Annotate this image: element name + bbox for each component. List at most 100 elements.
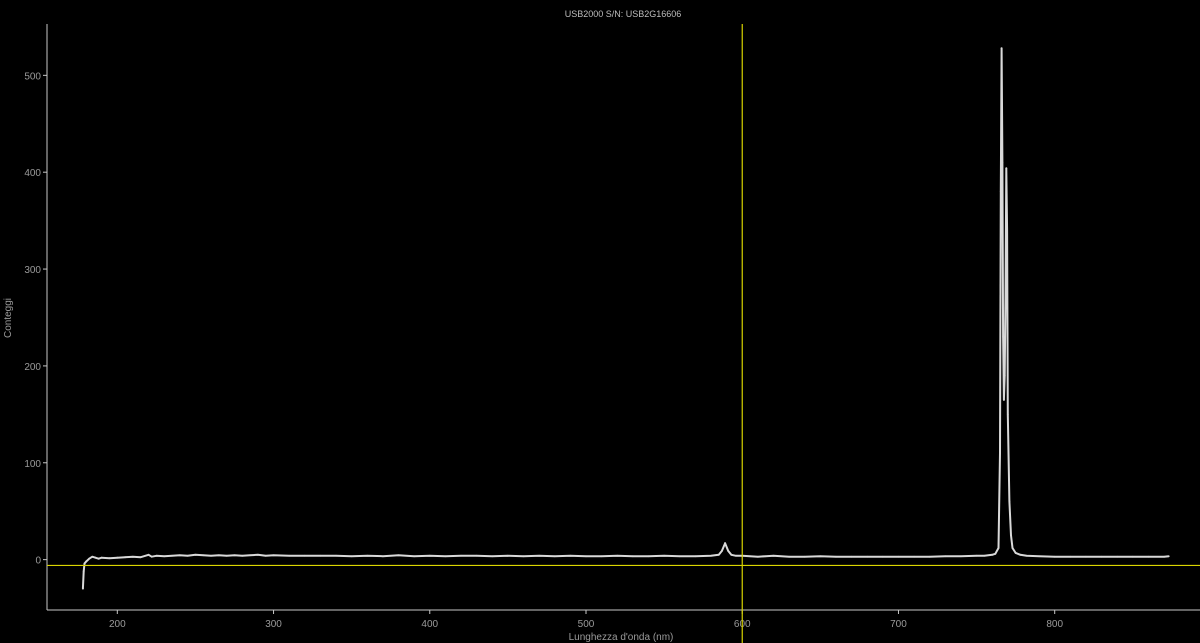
cursor-crosshair[interactable]	[47, 24, 1200, 643]
data-point	[217, 554, 220, 557]
data-point	[382, 555, 384, 558]
data-point	[850, 555, 853, 558]
data-point	[928, 555, 931, 558]
data-point	[724, 542, 726, 545]
data-point	[491, 555, 494, 558]
data-point	[960, 555, 962, 558]
data-point	[155, 554, 158, 557]
data-point	[100, 556, 103, 559]
data-point	[569, 554, 572, 557]
data-point	[1053, 555, 1056, 558]
data-point	[1011, 547, 1014, 549]
data-point	[132, 555, 134, 558]
data-point	[335, 554, 337, 557]
data-point	[241, 554, 244, 557]
x-tick-label: 300	[265, 619, 282, 630]
data-point	[82, 570, 85, 573]
data-point	[1001, 161, 1004, 164]
data-point	[194, 553, 197, 556]
series-layer	[81, 47, 1170, 590]
data-point	[522, 555, 525, 558]
data-point	[730, 553, 733, 556]
y-tick-label: 500	[24, 71, 41, 82]
data-point	[803, 555, 806, 558]
data-point	[764, 555, 767, 558]
data-point	[1000, 47, 1003, 50]
data-point	[749, 555, 751, 558]
data-point	[983, 554, 986, 557]
data-point	[694, 555, 697, 558]
data-point	[585, 555, 587, 558]
data-point	[647, 555, 650, 558]
data-point	[1019, 553, 1022, 556]
data-point	[1167, 555, 1170, 558]
x-tick-label: 700	[890, 619, 907, 630]
data-point	[85, 560, 87, 563]
data-point	[139, 556, 142, 559]
data-point	[178, 554, 181, 557]
data-point	[835, 555, 837, 558]
data-point	[272, 554, 275, 557]
data-point	[249, 554, 252, 557]
data-point	[1005, 167, 1008, 170]
data-point	[788, 555, 791, 558]
data-point	[225, 554, 228, 557]
data-point	[1147, 555, 1150, 558]
data-point	[994, 552, 997, 555]
data-point	[600, 555, 603, 558]
data-point	[721, 550, 723, 552]
data-point	[116, 556, 119, 559]
data-point	[257, 553, 259, 556]
data-point	[147, 553, 150, 556]
data-point	[975, 554, 978, 557]
data-point	[991, 553, 994, 556]
x-tick-label: 400	[421, 619, 438, 630]
data-point	[1025, 554, 1028, 557]
data-point	[1085, 555, 1087, 558]
data-point	[264, 554, 267, 557]
data-point	[210, 554, 212, 557]
data-point	[735, 554, 737, 557]
data-point	[88, 557, 91, 560]
data-point	[756, 555, 759, 558]
data-point	[717, 553, 720, 556]
data-point	[913, 555, 915, 558]
data-point	[710, 554, 712, 557]
data-point	[1131, 555, 1134, 558]
data-point	[1069, 555, 1072, 558]
data-point	[97, 557, 100, 560]
data-point	[897, 555, 900, 558]
y-tick-label: 0	[35, 556, 41, 567]
data-point	[319, 554, 322, 557]
data-point	[124, 556, 127, 559]
data-point	[1010, 534, 1012, 537]
data-point	[997, 547, 1000, 549]
x-axis-label: Lunghezza d'onda (nm)	[569, 632, 674, 643]
data-point	[727, 550, 730, 552]
data-point	[413, 555, 416, 558]
y-tick-label: 300	[24, 265, 41, 276]
data-point	[1038, 555, 1040, 558]
data-point	[91, 555, 94, 558]
data-point	[303, 554, 306, 557]
data-point	[428, 554, 431, 557]
data-point	[553, 555, 556, 558]
data-point	[150, 555, 153, 558]
data-point	[475, 554, 478, 557]
data-point	[1100, 555, 1103, 558]
y-axis-label: Conteggi	[3, 298, 14, 338]
data-point	[819, 555, 822, 558]
data-point	[163, 555, 166, 558]
data-point	[663, 554, 666, 557]
y-tick-label: 100	[24, 459, 41, 470]
data-point	[1116, 555, 1119, 558]
data-point	[944, 555, 947, 558]
data-point	[1003, 398, 1005, 401]
data-point	[397, 554, 400, 557]
data-point	[999, 190, 1002, 193]
data-point	[538, 554, 541, 557]
y-tick-label: 200	[24, 362, 41, 373]
data-point	[186, 554, 189, 557]
